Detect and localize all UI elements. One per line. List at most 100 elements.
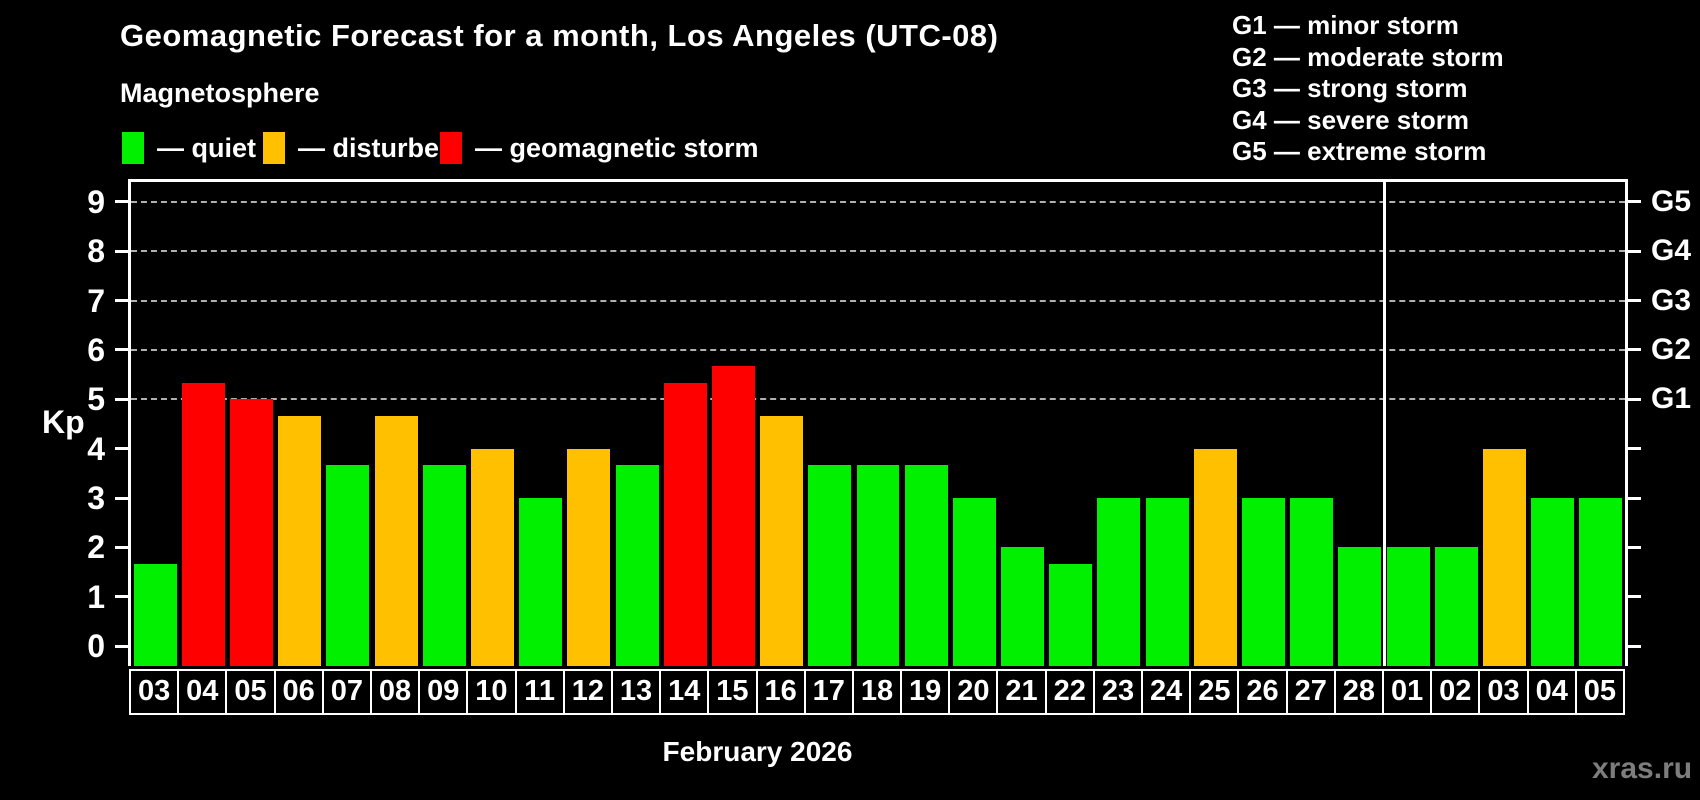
kp-bar-feb-25 bbox=[1193, 448, 1237, 666]
day-label-feb-17: 17 bbox=[803, 669, 854, 715]
right-axis-line bbox=[1625, 179, 1628, 666]
y-axis-title: Kp bbox=[42, 404, 85, 440]
kp-bar-feb-15 bbox=[711, 366, 755, 666]
kp-bar-mar-05 bbox=[1579, 498, 1623, 666]
kp-bar-feb-19 bbox=[904, 465, 948, 666]
day-label-mar-04: 04 bbox=[1526, 669, 1577, 715]
right-tick-4 bbox=[1628, 447, 1641, 451]
legend-item-label: — quiet bbox=[157, 132, 256, 163]
g-scale-legend: G1 — minor storm G2 — moderate storm G3 — … bbox=[1232, 10, 1504, 168]
legend-heading: Magnetosphere bbox=[120, 78, 320, 108]
g-legend-line: G5 — extreme storm bbox=[1232, 136, 1487, 166]
kp-bar-mar-02 bbox=[1434, 547, 1478, 666]
day-label-mar-01: 01 bbox=[1382, 669, 1433, 715]
gridline-kp6 bbox=[131, 348, 1625, 351]
day-label-feb-12: 12 bbox=[562, 669, 613, 715]
kp-bar-feb-26 bbox=[1242, 498, 1286, 666]
y-tick-label-6: 6 bbox=[87, 331, 105, 368]
kp-bar-mar-03 bbox=[1483, 448, 1526, 666]
day-label-feb-18: 18 bbox=[851, 669, 903, 715]
y-tick-label-5: 5 bbox=[87, 381, 105, 418]
kp-bar-feb-16 bbox=[760, 415, 804, 666]
day-label-feb-04: 04 bbox=[177, 669, 228, 715]
y-tick-label-0: 0 bbox=[87, 628, 105, 665]
y-tick-label-3: 3 bbox=[87, 480, 105, 517]
kp-bar-feb-17 bbox=[808, 465, 852, 666]
day-label-feb-10: 10 bbox=[466, 669, 517, 715]
legend-item-disturbed: — disturbed bbox=[263, 130, 456, 166]
x-axis-day-labels: 03 04 05 06 07 08 09 10 11 12 13 14 15 16 17 18 19 20 21 22… bbox=[129, 669, 1625, 715]
day-label-feb-11: 11 bbox=[514, 669, 565, 715]
right-axis-label-G1: G1 bbox=[1651, 382, 1692, 416]
page-title: Geomagnetic Forecast for a month, Los An… bbox=[120, 18, 999, 53]
legend-item-storm: — geomagnetic storm bbox=[440, 130, 759, 166]
day-label-feb-27: 27 bbox=[1285, 669, 1336, 715]
g-legend-line: G1 — minor storm bbox=[1232, 10, 1459, 40]
day-label-feb-23: 23 bbox=[1092, 669, 1144, 715]
kp-bar-feb-03 bbox=[133, 563, 177, 666]
day-label-feb-19: 19 bbox=[900, 669, 951, 715]
legend-item-label: — geomagnetic storm bbox=[475, 132, 759, 163]
kp-bar-feb-27 bbox=[1290, 498, 1334, 666]
y-tick-8 bbox=[115, 249, 128, 253]
day-label-feb-07: 07 bbox=[321, 669, 372, 715]
kp-bar-feb-10 bbox=[470, 448, 514, 666]
day-label-feb-08: 08 bbox=[369, 669, 421, 715]
kp-bar-feb-28 bbox=[1338, 547, 1382, 666]
g-legend-line: G2 — moderate storm bbox=[1232, 41, 1504, 72]
y-tick-5 bbox=[115, 397, 128, 401]
y-tick-label-2: 2 bbox=[87, 529, 105, 566]
kp-bar-feb-18 bbox=[856, 465, 900, 666]
kp-bar-feb-22 bbox=[1049, 563, 1093, 666]
y-tick-1 bbox=[115, 595, 128, 599]
y-axis-line bbox=[128, 179, 131, 666]
day-label-feb-05: 05 bbox=[225, 669, 276, 715]
kp-bar-feb-07 bbox=[326, 465, 370, 666]
kp-bar-feb-06 bbox=[278, 415, 322, 666]
right-axis-label-G3: G3 bbox=[1651, 283, 1692, 317]
right-tick-9 bbox=[1628, 200, 1641, 204]
right-tick-8 bbox=[1628, 249, 1641, 253]
y-tick-9 bbox=[115, 200, 128, 204]
kp-bar-feb-14 bbox=[663, 383, 707, 666]
kp-bar-mar-04 bbox=[1531, 498, 1575, 666]
disturbed-swatch-icon bbox=[263, 132, 285, 164]
day-label-feb-03: 03 bbox=[129, 669, 180, 715]
day-label-feb-15: 15 bbox=[707, 669, 758, 715]
day-label-feb-06: 06 bbox=[273, 669, 324, 715]
day-label-feb-28: 28 bbox=[1333, 669, 1385, 715]
day-label-feb-24: 24 bbox=[1141, 669, 1192, 715]
right-tick-5 bbox=[1628, 397, 1641, 401]
day-label-feb-25: 25 bbox=[1189, 669, 1240, 715]
y-tick-label-7: 7 bbox=[87, 282, 105, 319]
g-legend-line: G4 — severe storm bbox=[1232, 104, 1470, 135]
day-label-mar-02: 02 bbox=[1430, 669, 1481, 715]
kp-bar-feb-20 bbox=[952, 498, 996, 666]
y-tick-label-8: 8 bbox=[87, 233, 105, 270]
y-tick-6 bbox=[115, 348, 128, 352]
legend-item-label: — disturbed bbox=[298, 132, 456, 163]
right-tick-2 bbox=[1628, 545, 1641, 549]
y-tick-label-9: 9 bbox=[87, 183, 105, 220]
quiet-swatch-icon bbox=[122, 132, 144, 164]
kp-bar-feb-09 bbox=[422, 465, 466, 666]
gridline-kp7 bbox=[131, 299, 1625, 302]
kp-bar-mar-01 bbox=[1386, 547, 1430, 666]
kp-bar-feb-08 bbox=[374, 415, 418, 666]
y-tick-label-1: 1 bbox=[87, 578, 105, 615]
month-separator-line bbox=[1382, 182, 1386, 666]
kp-bar-feb-12 bbox=[567, 448, 611, 666]
gridline-kp5 bbox=[131, 398, 1625, 401]
kp-bar-feb-24 bbox=[1145, 498, 1189, 666]
y-tick-label-4: 4 bbox=[87, 430, 105, 467]
y-tick-0 bbox=[115, 644, 128, 648]
right-axis-label-G5: G5 bbox=[1651, 184, 1692, 218]
kp-bar-chart: 0 1 2 3 4 5 6 7 8 9 G1 G2 G3 G4 G5 bbox=[87, 179, 1691, 666]
right-tick-0 bbox=[1628, 644, 1641, 648]
kp-bar-feb-11 bbox=[519, 498, 563, 666]
day-label-feb-26: 26 bbox=[1237, 669, 1288, 715]
kp-bar-feb-04 bbox=[181, 383, 225, 666]
kp-bar-feb-05 bbox=[229, 399, 273, 666]
day-label-mar-03: 03 bbox=[1478, 669, 1529, 715]
